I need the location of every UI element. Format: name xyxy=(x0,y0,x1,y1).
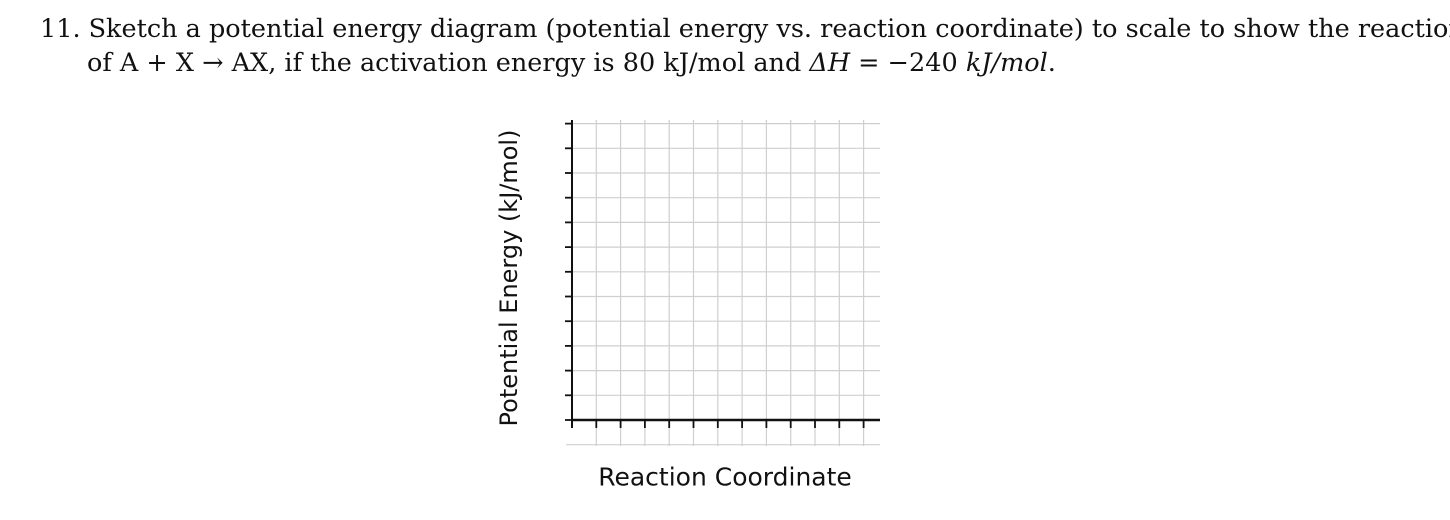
y-axis-label: Potential Energy (kJ/mol) xyxy=(495,129,523,427)
reaction-arrow: → xyxy=(202,48,224,78)
x-axis-label: Reaction Coordinate xyxy=(598,462,852,492)
delta-h-value: = −240 xyxy=(850,48,966,78)
delta-h-symbol: ΔH xyxy=(809,48,851,78)
reaction-reactants: of A + X xyxy=(87,48,203,78)
blank-energy-graph xyxy=(565,120,880,446)
question-text: 11. Sketch a potential energy diagram (po… xyxy=(40,12,1450,80)
question-period: . xyxy=(1047,48,1056,78)
question-number: 11. xyxy=(40,14,81,44)
delta-h-units: kJ/mol xyxy=(965,48,1048,78)
grid-lines xyxy=(566,120,880,446)
question-line-1: 11. Sketch a potential energy diagram (po… xyxy=(40,12,1450,46)
axes xyxy=(565,120,880,428)
question-line-2: of A + X → AX, if the activation energy … xyxy=(40,46,1430,80)
reaction-condition-text: AX, if the activation energy is 80 kJ/mo… xyxy=(223,48,810,78)
question-line-1-text: Sketch a potential energy diagram (poten… xyxy=(88,14,1450,44)
